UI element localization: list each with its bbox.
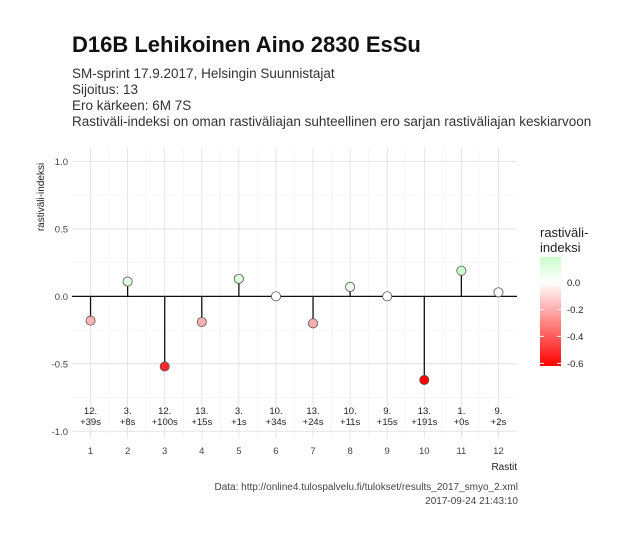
subtitle-line-gap: Ero kärkeen: 6M 7S <box>72 98 192 113</box>
point-6 <box>270 291 281 302</box>
x-tick-label: 7 <box>310 446 315 457</box>
point-label-1-rank: 12. <box>84 406 97 417</box>
color-legend: rastiväli- indeksi 0.0 -0.2 -0.4 -0.6 <box>540 225 588 370</box>
point-10 <box>419 374 430 385</box>
point-label-5-rank: 3. <box>235 406 243 417</box>
subtitle-line-rank: Sijoitus: 13 <box>72 82 139 97</box>
legend-title-line-1: rastiväli- <box>540 225 588 240</box>
x-tick-label: 5 <box>236 446 241 457</box>
point-1 <box>85 315 96 326</box>
x-tick-label: 12 <box>493 446 504 457</box>
legend-break-label: -0.6 <box>567 359 583 370</box>
x-tick-label: 2 <box>125 446 130 457</box>
point-8 <box>345 281 356 292</box>
point-label-6-time: +34s <box>266 417 287 428</box>
x-tick-label: 3 <box>162 446 167 457</box>
x-tick-label: 8 <box>347 446 352 457</box>
y-tick-label: 1.0 <box>55 157 68 168</box>
y-tick-label: -0.5 <box>52 359 68 370</box>
legend-colorbar <box>540 257 561 366</box>
point-label-2-rank: 3. <box>124 406 132 417</box>
point-label-10-rank: 13. <box>418 406 431 417</box>
point-label-12-rank: 9. <box>494 406 502 417</box>
chart-title: D16B Lehikoinen Aino 2830 EsSu <box>72 32 421 57</box>
caption-data-source: Data: http://online4.tulospalvelu.fi/tul… <box>214 482 518 493</box>
caption-timestamp: 2017-09-24 21:43:10 <box>425 496 518 507</box>
subtitle-line-description: Rastiväli-indeksi on oman rastiväliajan … <box>72 114 592 129</box>
legend-breaks: 0.0 -0.2 -0.4 -0.6 <box>540 278 583 370</box>
y-tick-label: -1.0 <box>52 427 68 438</box>
point-label-9-time: +15s <box>377 417 398 428</box>
chart-caption: Data: http://online4.tulospalvelu.fi/tul… <box>214 481 518 509</box>
legend-title-line-2: indeksi <box>540 240 581 255</box>
y-axis-label: rastiväli-indeksi <box>36 163 47 231</box>
x-axis-label: Rastit <box>491 462 517 473</box>
x-tick-label: 10 <box>419 446 430 457</box>
x-tick-label: 1 <box>88 446 93 457</box>
point-11 <box>456 265 467 276</box>
point-label-3-rank: 12. <box>158 406 171 417</box>
x-tick-label: 9 <box>385 446 390 457</box>
point-9 <box>382 291 393 302</box>
x-tick-label: 4 <box>199 446 204 457</box>
y-tick-label: 0.0 <box>55 292 68 303</box>
point-label-7-time: +24s <box>303 417 324 428</box>
subtitle-line-event: SM-sprint 17.9.2017, Helsingin Suunnista… <box>72 66 335 81</box>
point-label-2-time: +8s <box>120 417 136 428</box>
point-label-7-rank: 13. <box>306 406 319 417</box>
point-2 <box>122 276 133 287</box>
x-tick-label: 6 <box>273 446 278 457</box>
legend-break-label: -0.4 <box>567 332 583 343</box>
point-3 <box>159 361 170 372</box>
points <box>85 265 504 385</box>
legend-break-label: 0.0 <box>567 278 580 289</box>
y-tick-labels: -1.0 -0.5 0.0 0.5 1.0 <box>52 157 68 438</box>
point-label-11-rank: 1. <box>457 406 465 417</box>
grid <box>72 148 517 438</box>
point-label-8-time: +11s <box>340 417 360 428</box>
point-label-5-time: +1s <box>231 417 247 428</box>
point-label-8-rank: 10. <box>344 406 357 417</box>
chart-subtitle: SM-sprint 17.9.2017, Helsingin Suunnista… <box>72 66 591 130</box>
point-5 <box>233 273 244 284</box>
legend-break-label: -0.2 <box>567 305 583 316</box>
point-4 <box>196 316 207 327</box>
point-label-1-time: +39s <box>80 417 101 428</box>
point-label-12-time: +2s <box>491 417 507 428</box>
point-label-4-time: +15s <box>191 417 212 428</box>
point-label-9-rank: 9. <box>383 406 391 417</box>
x-tick-labels: 1 2 3 4 5 6 7 8 9 10 11 12 <box>88 446 504 457</box>
point-label-11-time: +0s <box>454 417 470 428</box>
point-label-3-time: +100s <box>152 417 178 428</box>
point-labels: 12.+39s3.+8s12.+100s13.+15s3.+1s10.+34s1… <box>80 406 506 428</box>
y-tick-label: 0.5 <box>55 224 68 235</box>
point-label-10-time: +191s <box>411 417 437 428</box>
point-label-4-rank: 13. <box>195 406 208 417</box>
point-7 <box>308 318 319 329</box>
point-label-6-rank: 10. <box>269 406 282 417</box>
point-12 <box>493 287 504 298</box>
x-tick-label: 11 <box>456 446 466 457</box>
